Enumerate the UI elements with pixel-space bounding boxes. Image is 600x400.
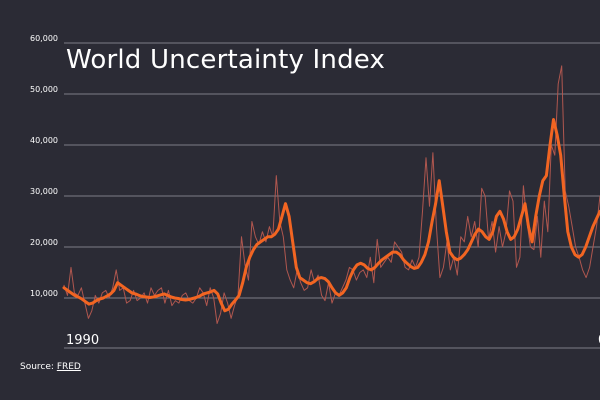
y-tick-label: 60,000 — [30, 34, 58, 43]
source-note: Source: FRED — [20, 362, 81, 372]
x-tick-label: 1990 — [66, 333, 99, 348]
chart-title: World Uncertainty Index — [66, 45, 386, 75]
grid — [64, 42, 600, 349]
series-line-raw — [63, 65, 600, 324]
y-tick-label: 40,000 — [30, 136, 58, 145]
y-tick-label: 50,000 — [30, 85, 58, 94]
y-axis-ticks: 10,000 20,000 30,000 40,000 50,000 60,000 — [30, 34, 58, 298]
y-tick-label: 10,000 — [30, 289, 58, 298]
y-tick-label: 20,000 — [30, 238, 58, 247]
source-label: Source: — [20, 362, 57, 372]
plot-area — [62, 65, 600, 324]
x-axis-ticks: 1990 0 — [66, 333, 600, 348]
y-tick-label: 30,000 — [30, 187, 58, 196]
series-line-smoothed — [62, 118, 600, 313]
x-tick-label: 0 — [598, 333, 600, 348]
source-link[interactable]: FRED — [56, 362, 81, 372]
